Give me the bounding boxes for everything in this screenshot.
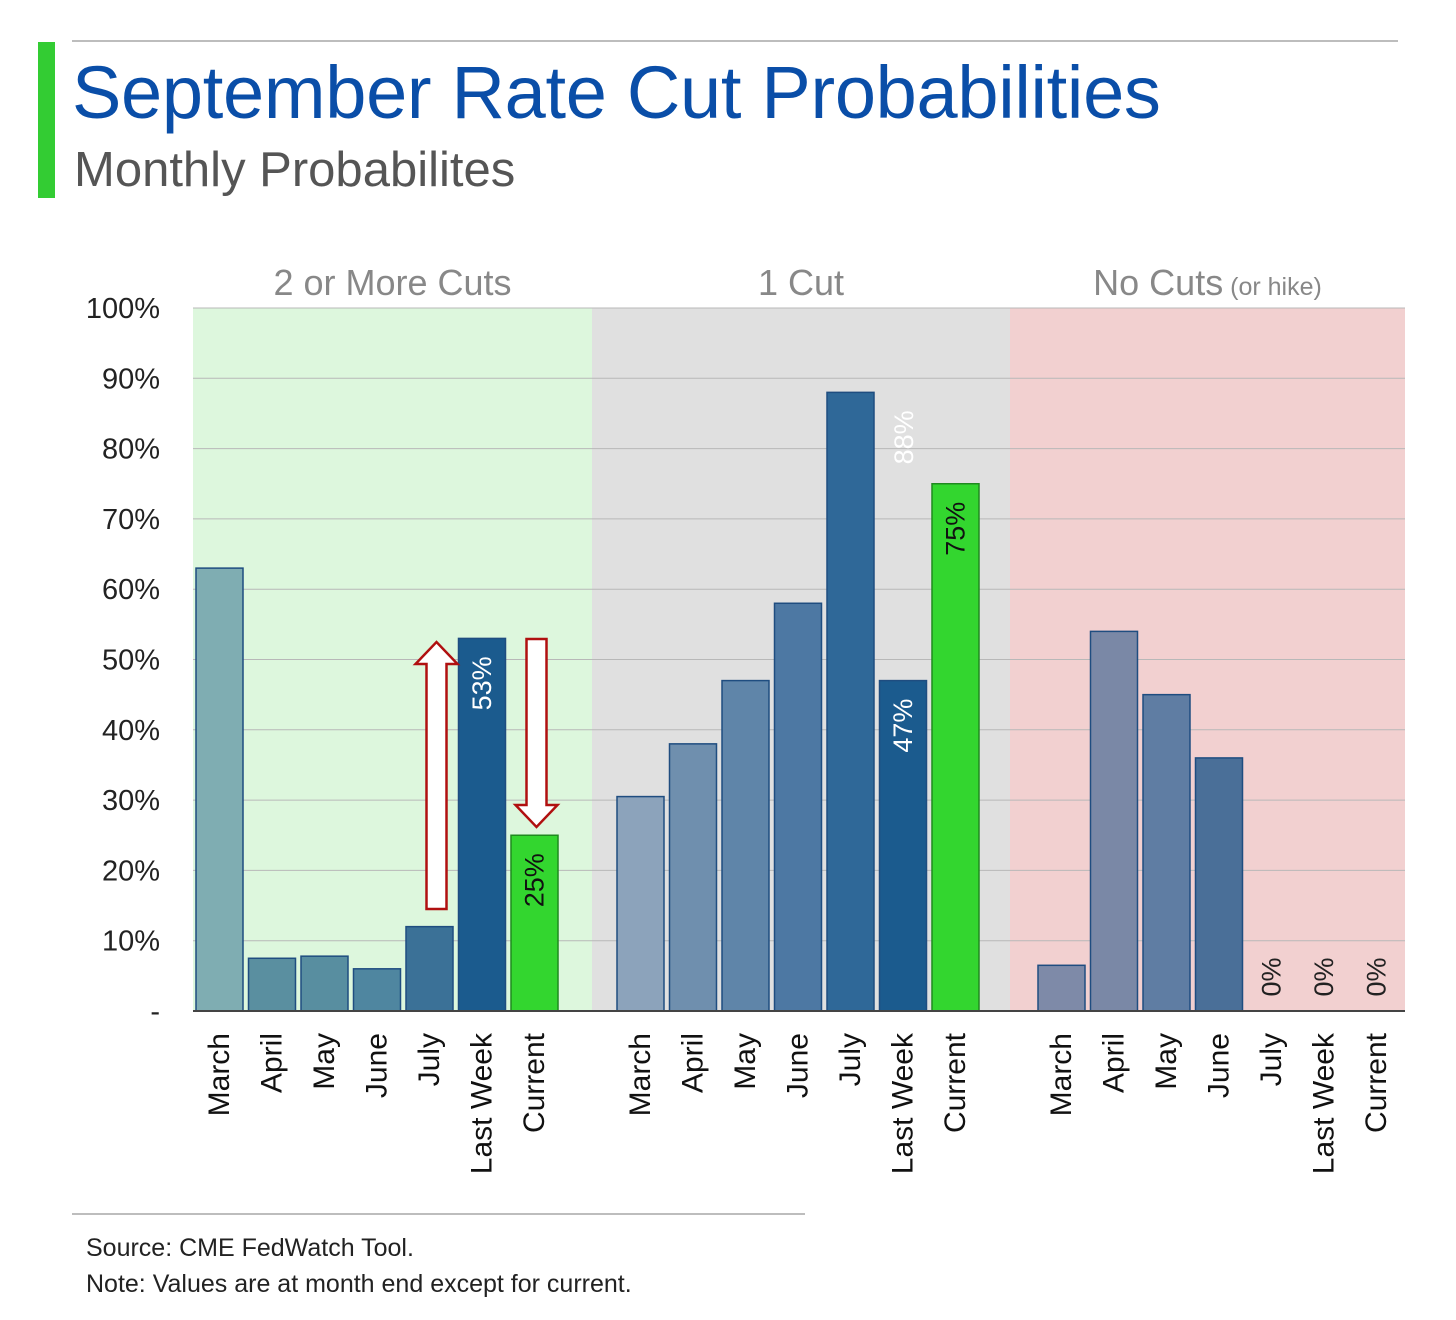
bar <box>1194 757 1244 1012</box>
y-tick-label: 60% <box>102 574 160 606</box>
y-tick-label: 10% <box>102 926 160 958</box>
bar <box>878 679 928 1012</box>
bar <box>247 957 297 1012</box>
chart-title: September Rate Cut Probabilities <box>72 51 1161 134</box>
x-tick-label: June <box>361 1033 394 1098</box>
bar <box>1089 630 1139 1012</box>
group-label-name: 1 Cut <box>758 262 844 303</box>
x-tick-label: July <box>1255 1033 1288 1086</box>
footer-rule <box>72 1213 805 1215</box>
bar <box>457 637 507 1012</box>
up-arrow <box>412 640 461 911</box>
x-tick-label: Last Week <box>1308 1032 1341 1174</box>
footnote: Note: Values are at month end except for… <box>86 1270 632 1298</box>
y-tick-label: 30% <box>102 785 160 817</box>
x-tick-label: Last Week <box>887 1032 920 1174</box>
data-label: 75% <box>941 502 971 556</box>
bar <box>931 483 980 1012</box>
bar <box>773 602 823 1012</box>
x-tick-label: April <box>1098 1033 1131 1093</box>
bar <box>195 567 244 1012</box>
bar <box>352 968 402 1012</box>
down-arrow <box>512 637 561 829</box>
bar <box>668 743 718 1012</box>
data-label: 47% <box>888 699 918 753</box>
x-tick-label: Current <box>1360 1032 1393 1133</box>
y-tick-label: 20% <box>102 855 160 887</box>
data-label: 25% <box>520 853 550 907</box>
x-tick-label: June <box>1203 1033 1236 1098</box>
data-label: 0% <box>1362 957 1392 996</box>
bar <box>826 391 875 1012</box>
group-label: No Cuts (or hike) <box>1093 262 1322 303</box>
x-tick-label: Current <box>939 1032 972 1133</box>
x-tick-label: July <box>834 1033 867 1086</box>
x-tick-label: March <box>1045 1033 1078 1116</box>
x-tick-label: April <box>677 1033 710 1093</box>
x-tick-label: May <box>308 1033 341 1090</box>
y-tick-label: 70% <box>102 504 160 536</box>
y-tick-label: 50% <box>102 645 160 677</box>
source-note: Source: CME FedWatch Tool. <box>86 1234 414 1262</box>
bar <box>616 795 665 1012</box>
x-tick-label: July <box>413 1033 446 1086</box>
top-rule <box>72 40 1398 42</box>
bar <box>1037 964 1086 1012</box>
y-tick-label: - <box>150 996 160 1028</box>
x-tick-label: March <box>624 1033 657 1116</box>
bar <box>405 925 454 1012</box>
x-tick-label: May <box>729 1033 762 1090</box>
bar <box>300 955 349 1012</box>
bar-chart: - 10% 20% 30% 40% 50% 60% 70% 80% 90% 100% 2 or Mor… <box>86 262 1405 1174</box>
x-tick-label: April <box>256 1033 289 1093</box>
x-tick-label: Last Week <box>466 1032 499 1174</box>
x-tick-label: Current <box>518 1032 551 1133</box>
chart-subtitle: Monthly Probabilites <box>74 143 516 197</box>
x-tick-label: May <box>1150 1033 1183 1090</box>
group-label: 1 Cut <box>758 262 844 303</box>
x-tick-label: June <box>782 1033 815 1098</box>
group-label: 2 or More Cuts <box>273 262 511 303</box>
group-label-name: 2 or More Cuts <box>273 262 511 303</box>
y-tick-label: 80% <box>102 434 160 466</box>
group-label-name: No Cuts <box>1093 262 1223 303</box>
y-tick-label: 40% <box>102 715 160 747</box>
y-tick-label: 100% <box>86 293 160 325</box>
data-label: 88% <box>889 410 919 464</box>
bar <box>721 679 770 1012</box>
title-accent-bar <box>38 42 55 198</box>
data-label: 0% <box>1309 957 1339 996</box>
x-tick-label: March <box>203 1033 236 1116</box>
data-label: 53% <box>467 656 497 710</box>
data-label: 0% <box>1257 957 1287 996</box>
bar <box>1142 693 1191 1012</box>
group-label-suffix: (or hike) <box>1223 273 1322 301</box>
bar <box>510 834 559 1012</box>
y-tick-label: 90% <box>102 363 160 395</box>
